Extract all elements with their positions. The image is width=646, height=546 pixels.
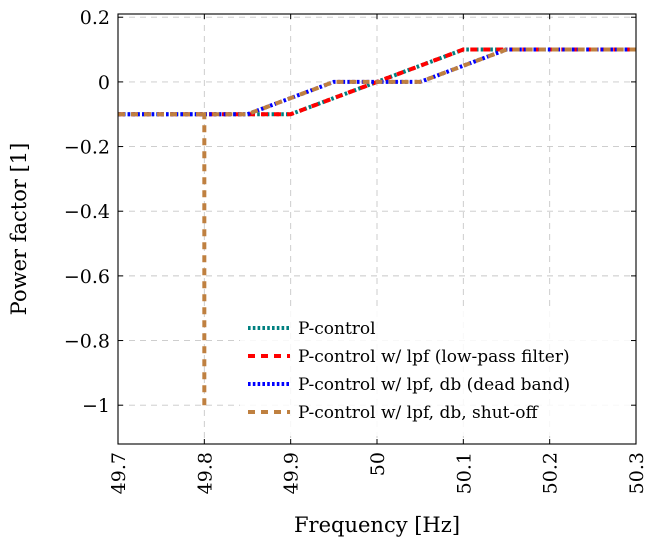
y-tick-label: −0.4 (64, 201, 110, 223)
x-tick-label: 50 (367, 452, 389, 476)
y-tick-label: 0.2 (80, 7, 110, 29)
y-axis-title: Power factor [1] (7, 143, 31, 316)
series-lines (118, 47, 636, 406)
legend-label: P-control w/ lpf (low-pass filter) (298, 347, 570, 367)
x-tick-label: 49.7 (108, 452, 130, 494)
y-tick-label: −0.8 (64, 331, 110, 353)
x-axis-title: Frequency [Hz] (294, 513, 460, 537)
legend: P-control P-control w/ lpf (low-pass filt… (240, 310, 630, 436)
legend-box (240, 310, 630, 436)
x-tick-label: 49.9 (281, 452, 303, 494)
series-line (202, 47, 636, 406)
x-tick-label: 49.8 (194, 452, 216, 494)
ticks: 49.7 49.8 49.9 50 50.1 50.2 50.3 0.2 0 −0.2 −0.4 −0… (64, 7, 646, 494)
x-tick-label: 50.2 (540, 452, 562, 494)
legend-label: P-control w/ lpf, db, shut-off (298, 403, 539, 423)
x-tick-label: 50.3 (626, 452, 646, 494)
legend-label: P-control w/ lpf, db (dead band) (298, 375, 570, 395)
legend-label: P-control (298, 319, 376, 339)
y-tick-label: −0.6 (64, 266, 110, 288)
y-tick-label: 0 (98, 72, 110, 94)
x-tick-label: 50.1 (453, 452, 475, 494)
y-tick-label: −0.2 (64, 137, 110, 159)
y-tick-label: −1 (82, 395, 110, 417)
